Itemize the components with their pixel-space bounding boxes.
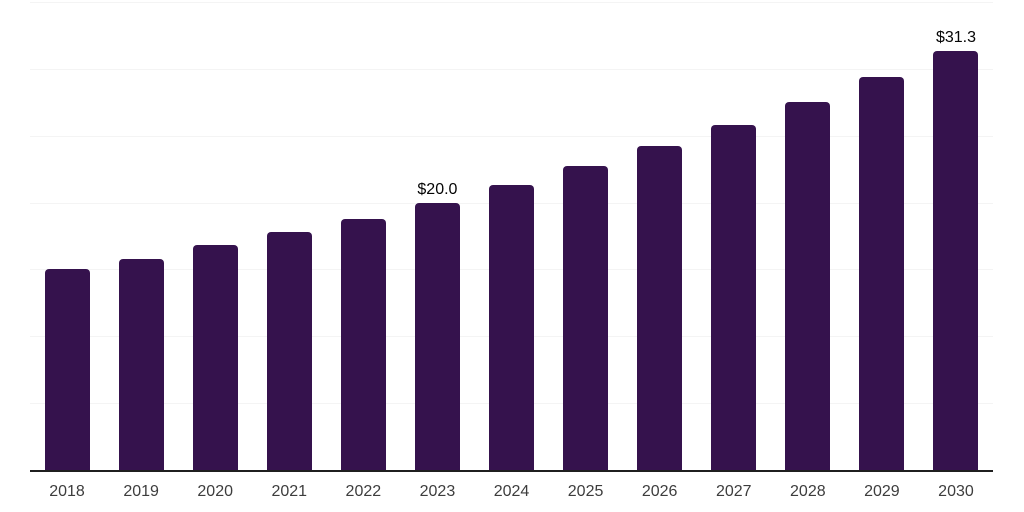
bar-slot-2023: $20.0 [400, 2, 474, 470]
bar-slot-2025 [549, 2, 623, 470]
bar-2026 [637, 146, 683, 470]
bar-slot-2028 [771, 2, 845, 470]
x-tick-label-2018: 2018 [49, 483, 85, 500]
bar-slot-2029 [845, 2, 919, 470]
plot-area: $20.0 $31.3 [30, 2, 993, 472]
bar-slot-2022 [326, 2, 400, 470]
bar-slot-2019 [104, 2, 178, 470]
x-tick-label-2020: 2020 [197, 483, 233, 500]
bar-2028 [785, 102, 831, 470]
bar-value-label-2023: $20.0 [417, 180, 458, 198]
x-tick-label-2025: 2025 [567, 483, 604, 500]
bar-slot-2024 [474, 2, 548, 470]
bar-2021 [266, 232, 312, 470]
x-tick-label-2027: 2027 [715, 483, 752, 500]
x-tick-label-2028: 2028 [790, 483, 826, 500]
bars-row: $20.0 $31.3 [30, 2, 993, 470]
bar-slot-2020 [178, 2, 252, 470]
x-tick-label-2023: 2023 [419, 483, 456, 500]
x-tick-label-2019: 2019 [123, 483, 159, 500]
bar-slot-2021 [252, 2, 326, 470]
x-tick-label-2026: 2026 [641, 483, 678, 500]
bar-slot-2026 [623, 2, 697, 470]
bar-2030 [933, 51, 979, 470]
x-axis: 2018 2019 2020 2021 2022 2023 2024 2025 2026 2027… [30, 483, 993, 501]
bar-slot-2018 [30, 2, 104, 470]
bar-slot-2027 [697, 2, 771, 470]
bar-2023 [414, 202, 460, 470]
bar-2019 [118, 258, 164, 470]
bar-slot-2030: $31.3 [919, 2, 993, 470]
x-tick-label-2024: 2024 [493, 483, 530, 500]
bar-2025 [563, 166, 609, 470]
bar-2018 [44, 269, 90, 470]
bar-2029 [859, 76, 905, 470]
bar-2020 [192, 245, 238, 470]
bar-2027 [711, 125, 757, 470]
bar-2022 [340, 218, 386, 470]
bar-2024 [489, 185, 534, 470]
x-tick-label-2022: 2022 [345, 483, 382, 500]
x-tick-label-2029: 2029 [864, 483, 900, 500]
bar-value-label-2030: $31.3 [935, 29, 976, 47]
x-tick-label-2030: 2030 [938, 483, 974, 500]
x-tick-label-2021: 2021 [271, 483, 308, 500]
